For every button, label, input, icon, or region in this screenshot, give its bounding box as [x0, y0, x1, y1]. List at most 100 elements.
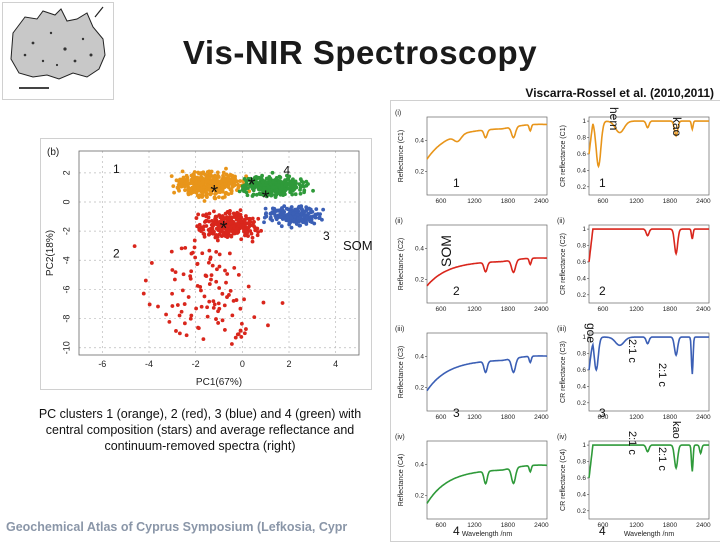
scatter-point [210, 263, 215, 268]
x-tick-label: 2400 [696, 414, 711, 421]
scatter-point [239, 321, 244, 326]
scatter-point [289, 205, 294, 209]
spectra-panel: (i) Reflectance (C1) 0.2 0.4 600 1200 1800 2400… [390, 100, 720, 542]
scatter-point [204, 219, 209, 223]
scatter-point [179, 246, 184, 251]
x-tick-label: 4 [333, 359, 338, 369]
scatter-point [236, 212, 241, 216]
x-tick-label: -6 [98, 359, 106, 369]
cluster-label: 3 [323, 229, 330, 243]
scatter-point [189, 313, 194, 318]
scatter-point [210, 228, 215, 233]
scatter-point [220, 215, 225, 220]
scatter-point [256, 216, 261, 221]
australia-map-thumbnail [2, 2, 114, 100]
y-tick-label: -2 [61, 227, 71, 235]
scatter-point [230, 313, 235, 318]
scatter-point [250, 235, 255, 240]
scatter-point [211, 299, 216, 303]
scatter-point [174, 178, 179, 183]
scatter-point [212, 195, 217, 200]
y-tick-label: 0.4 [415, 245, 424, 252]
y-tick-label: 0.6 [577, 367, 586, 374]
scatter-point [239, 237, 244, 242]
y-axis-label: Reflectance (C2) [398, 238, 405, 291]
scatter-point [225, 210, 230, 215]
x-tick-label: 1800 [663, 198, 678, 205]
band-annotation: hem [607, 107, 621, 130]
scatter-point [241, 226, 246, 230]
scatter-point [205, 175, 209, 180]
x-tick-label: 1800 [663, 306, 678, 313]
scatter-point [202, 234, 207, 239]
scatter-point [298, 177, 303, 182]
spectrum-line [426, 123, 547, 160]
figure-caption: PC clusters 1 (orange), 2 (red), 3 (blue… [38, 407, 362, 453]
scatter-point [189, 269, 194, 274]
scatter-point [244, 216, 249, 221]
scatter-point [226, 184, 230, 189]
scatter-point [220, 185, 225, 189]
scatter-point [209, 222, 214, 227]
scatter-point [224, 166, 228, 171]
scatter-point [220, 188, 225, 192]
scatter-point [314, 207, 319, 212]
y-tick-label: 0.2 [415, 493, 424, 500]
scatter-point [282, 189, 287, 194]
scatter-point [227, 251, 232, 256]
scatter-point [279, 224, 284, 229]
y-tick-label: -10 [61, 341, 71, 354]
scatter-point [286, 207, 291, 212]
scatter-point [209, 277, 213, 282]
scatter-point [202, 199, 207, 203]
scatter-point [182, 184, 187, 189]
scatter-point [250, 239, 255, 244]
scatter-point [224, 280, 228, 285]
scatter-point [164, 312, 168, 317]
scatter-point [270, 218, 275, 223]
scatter-point [228, 181, 233, 186]
scatter-point [174, 329, 178, 333]
scatter-point [276, 183, 281, 188]
y-tick-label: -8 [61, 315, 71, 323]
scatter-point [209, 273, 214, 277]
scatter-point [262, 220, 266, 225]
scatter-point [246, 186, 250, 191]
scatter-point [212, 184, 217, 189]
band-annotation: kao [670, 421, 682, 439]
scatter-point [177, 313, 182, 318]
panel-label: (iv) [395, 434, 405, 441]
scatter-point [236, 272, 241, 277]
scatter-point [229, 234, 234, 239]
scatter-point [295, 220, 300, 224]
scatter-point [170, 268, 175, 272]
scatter-point [200, 251, 205, 256]
scatter-point [224, 229, 229, 234]
y-axis-label: CR reflectance (C1) [560, 125, 567, 187]
y-axis-label: CR reflectance (C2) [560, 233, 567, 295]
scatter-point [231, 299, 236, 303]
scatter-point [200, 180, 205, 185]
scatter-point [169, 249, 174, 254]
scatter-point [320, 217, 324, 222]
plot-frame [588, 224, 710, 304]
scatter-point [207, 299, 212, 304]
scatter-point [257, 185, 262, 190]
scatter-point [219, 234, 224, 239]
scatter-point [186, 192, 191, 197]
y-tick-label: 0.4 [577, 383, 586, 390]
x-tick-label: 1200 [629, 414, 644, 421]
y-tick-label: 0.4 [415, 137, 424, 144]
footer-text: Geochemical Atlas of Cyprus Symposium (L… [6, 520, 348, 534]
scatter-point [254, 180, 259, 185]
scatter-point [206, 215, 211, 220]
scatter-point [212, 302, 217, 307]
y-tick-label: 0.2 [577, 292, 586, 299]
scatter-point [299, 211, 303, 216]
scatter-point [192, 245, 197, 250]
scatter-point [199, 288, 203, 293]
scatter-point [195, 261, 200, 266]
x-tick-label: 600 [598, 414, 609, 421]
scatter-point [248, 217, 252, 221]
spectrum-line [426, 464, 547, 504]
